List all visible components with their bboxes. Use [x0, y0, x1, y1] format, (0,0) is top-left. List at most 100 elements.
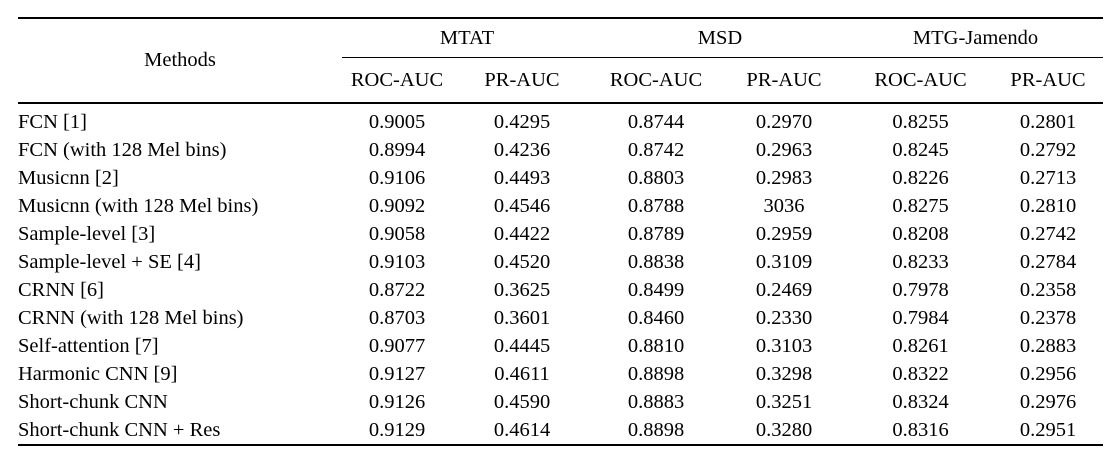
value-cell: 0.8226 [892, 167, 949, 189]
method-cell: Sample-level + SE [4] [18, 251, 201, 273]
table-body: FCN [1] 0.9005 0.4295 0.8744 0.2970 0.82… [18, 103, 1103, 445]
table-row: Short-chunk CNN 0.9126 0.4590 0.8883 0.3… [18, 388, 1103, 416]
value-cell: 0.9129 [368, 419, 426, 441]
value-cell: 0.3298 [755, 363, 813, 385]
value-cell: 0.8322 [892, 363, 949, 385]
value-cell: 0.8742 [627, 139, 685, 161]
value-cell: 0.8233 [892, 251, 949, 273]
value-cell: 0.9077 [368, 335, 426, 357]
subheader-row: ROC-AUC PR-AUC ROC-AUC PR-AUC ROC-AUC PR… [18, 57, 1104, 104]
value-cell: 0.2970 [755, 111, 813, 133]
value-cell: 0.2742 [1019, 223, 1077, 245]
value-cell: 0.8245 [892, 139, 949, 161]
value-cell: 0.4422 [493, 223, 551, 245]
value-cell: 0.2784 [1019, 251, 1077, 273]
value-cell: 0.8994 [368, 139, 426, 161]
value-cell: 0.2469 [755, 279, 813, 301]
value-cell: 0.4614 [493, 419, 551, 441]
value-cell: 0.8722 [368, 279, 426, 301]
value-cell: 0.2713 [1019, 167, 1077, 189]
value-cell: 0.4546 [493, 195, 551, 217]
method-cell: CRNN [6] [18, 279, 104, 301]
table-row: Sample-level [3] 0.9058 0.4422 0.8789 0.… [18, 220, 1103, 248]
table-header: Methods MTAT MSD MTG-Jamendo ROC-AUC PR-… [18, 18, 1104, 104]
method-cell: FCN (with 128 Mel bins) [18, 139, 227, 161]
value-cell: 0.8703 [368, 307, 426, 329]
table-row: CRNN [6] 0.8722 0.3625 0.8499 0.2469 0.7… [18, 276, 1103, 304]
value-cell: 0.2801 [1019, 111, 1077, 133]
value-cell: 0.9103 [368, 251, 426, 273]
value-cell: 0.2976 [1019, 391, 1077, 413]
value-cell: 0.3601 [493, 307, 551, 329]
method-cell: Self-attention [7] [18, 335, 159, 357]
method-cell: FCN [1] [18, 111, 87, 133]
value-cell: 0.3251 [755, 391, 813, 413]
value-cell: 0.7978 [892, 279, 949, 301]
value-cell: 0.8208 [892, 223, 949, 245]
value-cell: 0.8316 [892, 419, 949, 441]
value-cell: 0.9005 [368, 111, 426, 133]
value-cell: 0.2358 [1019, 279, 1077, 301]
value-cell: 0.4445 [493, 335, 551, 357]
value-cell: 0.2792 [1019, 139, 1077, 161]
table-row: FCN [1] 0.9005 0.4295 0.8744 0.2970 0.82… [18, 103, 1103, 136]
table-row: Musicnn (with 128 Mel bins) 0.9092 0.454… [18, 192, 1103, 220]
table-row: Musicnn [2] 0.9106 0.4493 0.8803 0.2983 … [18, 164, 1103, 192]
value-cell: 0.9126 [368, 391, 426, 413]
table-row: Harmonic CNN [9] 0.9127 0.4611 0.8898 0.… [18, 360, 1103, 388]
value-cell: 0.2963 [755, 139, 813, 161]
value-cell: 0.2959 [755, 223, 813, 245]
method-cell: Short-chunk CNN + Res [18, 419, 221, 441]
methods-column-header: Methods [18, 18, 342, 104]
table-row: FCN (with 128 Mel bins) 0.8994 0.4236 0.… [18, 136, 1103, 164]
value-cell: 0.8744 [627, 111, 685, 133]
subheader-mtg-pr-auc: PR-AUC [993, 57, 1104, 104]
group-header-mtg-jamendo: MTG-Jamendo [848, 18, 1104, 58]
value-cell: 0.8255 [892, 111, 949, 133]
subheader-mtat-roc-auc: ROC-AUC [342, 57, 452, 104]
value-cell: 0.3625 [493, 279, 551, 301]
results-table: Methods MTAT MSD MTG-Jamendo ROC-AUC PR-… [18, 17, 1104, 446]
value-cell: 0.4295 [493, 111, 551, 133]
value-cell: 0.8460 [627, 307, 685, 329]
value-cell: 0.8275 [892, 195, 949, 217]
subheader-mtg-roc-auc: ROC-AUC [848, 57, 994, 104]
method-cell: CRNN (with 128 Mel bins) [18, 307, 244, 329]
value-cell: 0.2883 [1019, 335, 1077, 357]
value-cell: 0.8898 [627, 419, 685, 441]
value-cell: 0.9092 [368, 195, 426, 217]
value-cell: 0.3109 [755, 251, 813, 273]
value-cell: 0.4236 [493, 139, 551, 161]
method-cell: Short-chunk CNN [18, 391, 168, 413]
table-row: Short-chunk CNN + Res 0.9129 0.4614 0.88… [18, 416, 1103, 445]
value-cell: 0.8499 [627, 279, 685, 301]
subheader-msd-pr-auc: PR-AUC [720, 57, 849, 104]
value-cell: 0.8789 [627, 223, 685, 245]
value-cell: 0.3280 [755, 419, 813, 441]
value-cell: 0.2810 [1019, 195, 1077, 217]
value-cell: 0.7984 [892, 307, 949, 329]
value-cell: 0.8788 [627, 195, 685, 217]
value-cell: 0.8261 [892, 335, 949, 357]
value-cell: 0.2330 [755, 307, 813, 329]
value-cell: 0.8324 [892, 391, 949, 413]
table-row: Self-attention [7] 0.9077 0.4445 0.8810 … [18, 332, 1103, 360]
table-row: CRNN (with 128 Mel bins) 0.8703 0.3601 0… [18, 304, 1103, 332]
group-header-row: Methods MTAT MSD MTG-Jamendo [18, 18, 1104, 104]
value-cell: 0.2956 [1019, 363, 1077, 385]
method-cell: Musicnn (with 128 Mel bins) [18, 195, 259, 217]
method-cell: Sample-level [3] [18, 223, 156, 245]
value-cell: 0.9127 [368, 363, 426, 385]
value-cell: 0.4590 [493, 391, 551, 413]
value-cell: 0.8838 [627, 251, 685, 273]
method-cell: Harmonic CNN [9] [18, 363, 178, 385]
value-cell: 0.4493 [493, 167, 551, 189]
value-cell: 0.8803 [627, 167, 685, 189]
value-cell: 0.8883 [627, 391, 685, 413]
value-cell: 0.2378 [1019, 307, 1077, 329]
value-cell: 0.2951 [1019, 419, 1077, 441]
value-cell: 0.9058 [368, 223, 426, 245]
subheader-mtat-pr-auc: PR-AUC [452, 57, 593, 104]
value-cell: 3036 [763, 195, 805, 217]
value-cell: 0.4611 [494, 363, 550, 385]
